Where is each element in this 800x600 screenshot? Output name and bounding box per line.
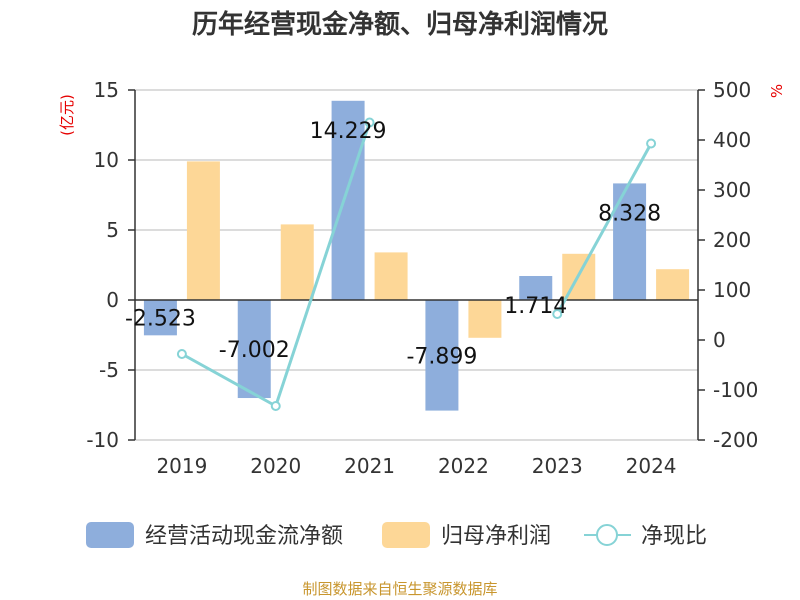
data-labels: -2.523 -7.002 14.229 -7.899 1.714 8.328 — [125, 119, 661, 369]
right-tick-label: 400 — [713, 128, 751, 152]
x-tick-label: 2019 — [156, 454, 207, 478]
right-tick-label: 500 — [713, 78, 751, 102]
x-tick-label: 2021 — [344, 454, 395, 478]
left-axis-ticks: 15 10 5 0 -5 -10 — [86, 78, 135, 452]
ratio-point — [552, 309, 563, 319]
right-tick-label: 100 — [713, 278, 751, 302]
ratio-point — [364, 117, 375, 128]
right-tick-label: 0 — [713, 328, 726, 352]
x-axis-ticks: 2019 2020 2021 2022 2023 2024 — [156, 454, 676, 478]
left-tick-label: 15 — [94, 78, 119, 102]
right-axis-unit: % — [768, 84, 786, 98]
gridlines — [135, 89, 698, 441]
source-note: 制图数据来自恒生聚源数据库 — [302, 580, 497, 598]
right-tick-label: 300 — [713, 178, 751, 202]
chart-title: 历年经营现金净额、归母净利润情况 — [192, 9, 608, 40]
x-tick-label: 2022 — [438, 454, 489, 478]
ratio-point — [646, 138, 657, 149]
legend-label-net-profit: 归母净利润 — [441, 524, 551, 549]
x-tick-label: 2024 — [626, 454, 677, 478]
bar-cash-flow — [237, 300, 271, 399]
left-tick-label: -10 — [86, 428, 119, 452]
ratio-point — [176, 349, 187, 359]
bar-cash-flow — [425, 300, 459, 411]
data-label: 14.229 — [310, 119, 387, 144]
legend-marker-ratio — [596, 524, 618, 546]
right-axis-ticks: 500 400 300 200 100 0 -100 -200 — [698, 78, 758, 452]
data-label: -7.002 — [219, 338, 290, 363]
x-tick-label: 2023 — [532, 454, 583, 478]
ratio-line-segment — [181, 352, 277, 408]
legend: 经营活动现金流净额 归母净利润 净现比 — [86, 522, 707, 549]
bar-net-profit — [656, 269, 690, 300]
bar-cash-flow — [519, 276, 553, 300]
left-axis-unit: (亿元) — [58, 94, 76, 136]
bars — [143, 100, 690, 411]
right-tick-label: 200 — [713, 228, 751, 252]
legend-swatch-net-profit — [382, 522, 430, 548]
ratio-line-segment — [555, 142, 653, 315]
data-label: -2.523 — [125, 307, 196, 332]
x-tick-label: 2020 — [250, 454, 301, 478]
legend-label-ratio: 净现比 — [641, 524, 707, 549]
bar-net-profit — [186, 161, 220, 300]
bar-net-profit — [374, 252, 408, 300]
data-label: 1.714 — [504, 294, 567, 319]
bar-cash-flow — [143, 300, 177, 336]
legend-label-cash-flow: 经营活动现金流净额 — [145, 524, 343, 549]
bar-cash-flow — [331, 100, 365, 300]
left-tick-label: 0 — [106, 288, 119, 312]
data-label: -7.899 — [406, 344, 477, 369]
right-tick-label: -100 — [713, 378, 758, 402]
ratio-point — [270, 401, 281, 411]
ratio-line-series — [176, 117, 657, 411]
bar-net-profit — [468, 300, 502, 338]
left-tick-label: 5 — [106, 218, 119, 242]
ratio-line-segment — [274, 122, 372, 407]
data-label: 8.328 — [598, 201, 661, 226]
right-tick-label: -200 — [713, 428, 758, 452]
left-tick-label: -5 — [99, 358, 119, 382]
left-tick-label: 10 — [94, 148, 119, 172]
legend-swatch-cash-flow — [86, 522, 134, 548]
bar-net-profit — [280, 224, 314, 300]
